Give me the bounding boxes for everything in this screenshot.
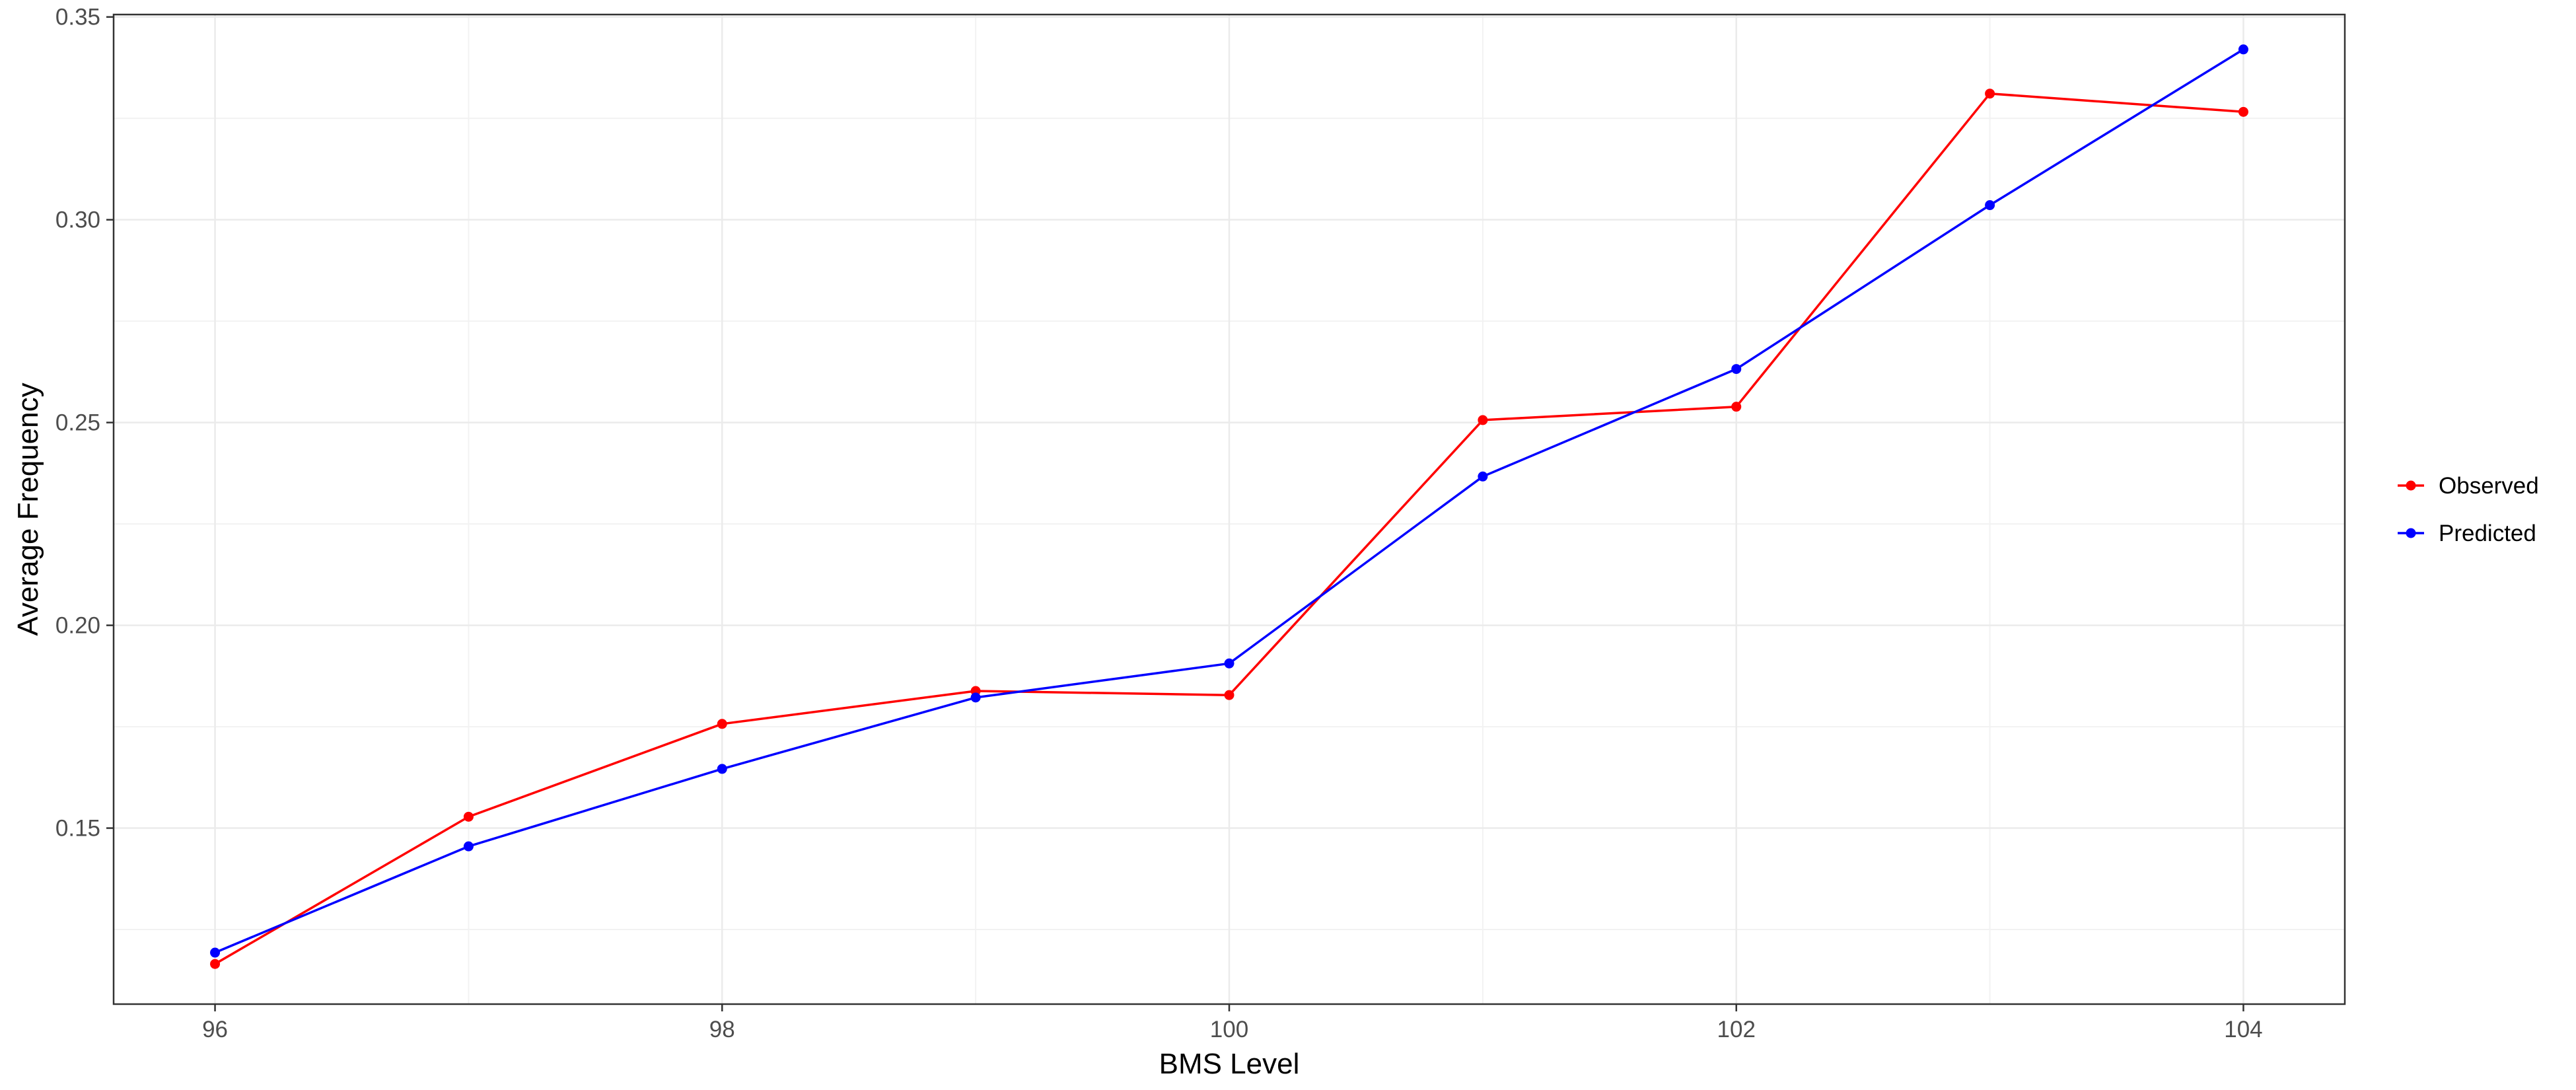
legend-label: Predicted bbox=[2439, 521, 2536, 546]
data-point-predicted bbox=[1478, 471, 1488, 482]
y-axis-title: Average Frequency bbox=[12, 382, 44, 636]
data-point-predicted bbox=[1985, 200, 1995, 211]
data-point-predicted bbox=[1731, 364, 1742, 375]
data-point-observed bbox=[1985, 89, 1995, 99]
data-point-observed bbox=[717, 719, 727, 729]
data-point-observed bbox=[2238, 106, 2248, 117]
data-point-observed bbox=[1478, 415, 1488, 425]
x-tick-label: 102 bbox=[1717, 1017, 1756, 1042]
y-tick-label: 0.35 bbox=[55, 5, 100, 30]
data-point-observed bbox=[463, 811, 474, 822]
data-point-observed bbox=[1224, 690, 1234, 700]
grid-lines bbox=[114, 15, 2345, 1004]
y-tick-label: 0.15 bbox=[55, 816, 100, 842]
data-point-predicted bbox=[210, 947, 221, 958]
data-point-predicted bbox=[1224, 658, 1234, 669]
x-tick-label: 96 bbox=[202, 1017, 228, 1042]
legend-key-point bbox=[2406, 528, 2416, 538]
legend-key-point bbox=[2406, 480, 2416, 491]
legend-item-predicted: Predicted bbox=[2398, 521, 2536, 546]
y-tick-label: 0.30 bbox=[55, 207, 100, 233]
x-tick-label: 100 bbox=[1210, 1017, 1248, 1042]
data-point-predicted bbox=[463, 841, 474, 852]
x-tick-label: 98 bbox=[709, 1017, 735, 1042]
x-axis-title: BMS Level bbox=[1159, 1048, 1300, 1080]
axes: 0.15 0.20 0.25 0.30 0.35 96 98 100 102 104 bbox=[55, 5, 2263, 1042]
data-point-observed bbox=[210, 959, 221, 969]
data-point-predicted bbox=[2238, 44, 2248, 55]
data-point-predicted bbox=[717, 764, 727, 774]
series-lines bbox=[210, 44, 2248, 969]
y-tick-label: 0.25 bbox=[55, 410, 100, 436]
legend-label: Observed bbox=[2439, 473, 2539, 499]
data-point-predicted bbox=[970, 692, 981, 703]
legend-item-observed: Observed bbox=[2398, 473, 2539, 499]
data-point-observed bbox=[1731, 402, 1742, 412]
y-tick-label: 0.20 bbox=[55, 613, 100, 639]
legend: Observed Predicted bbox=[2398, 473, 2539, 546]
x-tick-label: 104 bbox=[2224, 1017, 2262, 1042]
